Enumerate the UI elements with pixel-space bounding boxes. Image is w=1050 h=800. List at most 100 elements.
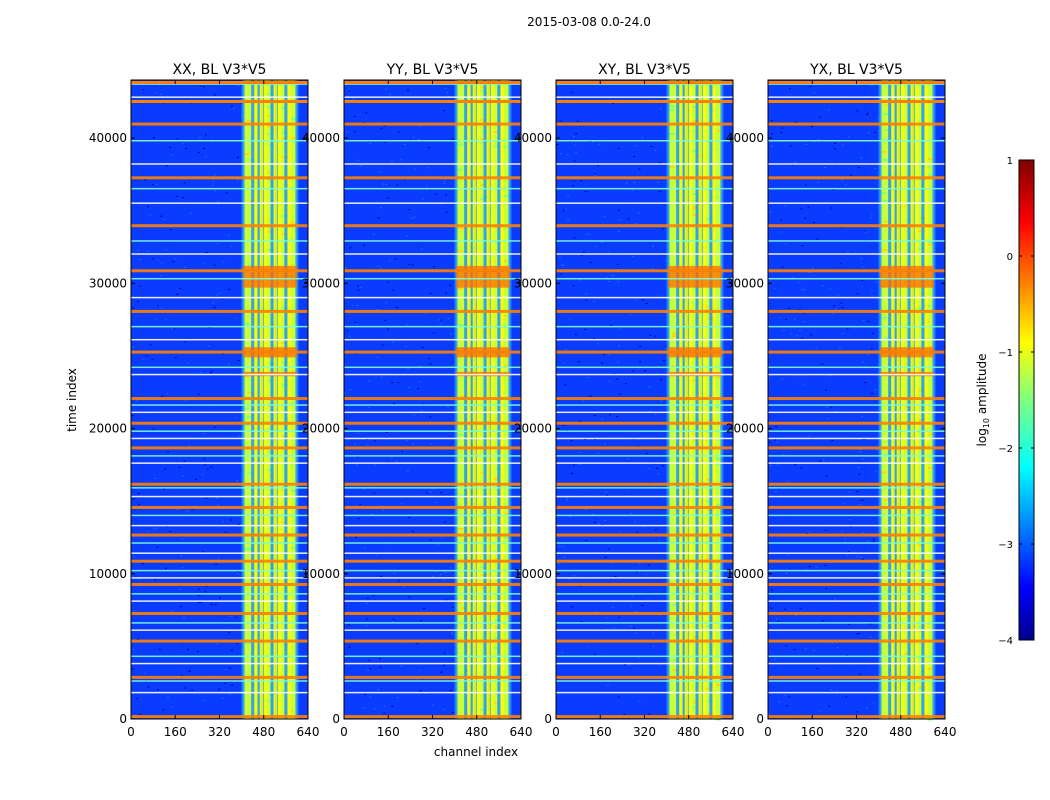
noise-speck [633, 627, 636, 629]
noise-speck [858, 167, 861, 169]
noise-speck [383, 141, 386, 143]
noise-speck [198, 393, 201, 395]
noise-speck [794, 464, 797, 466]
noise-speck [162, 709, 165, 711]
noise-speck [365, 112, 368, 114]
noise-speck [781, 378, 784, 380]
noise-speck [147, 686, 150, 688]
noise-speck [825, 588, 828, 589]
noise-speck [771, 133, 773, 135]
noise-speck [605, 617, 608, 619]
noise-speck [591, 513, 594, 515]
noise-speck [803, 321, 806, 323]
flagged-row [131, 593, 308, 595]
noise-speck [840, 302, 842, 304]
flagged-row [768, 505, 945, 509]
noise-speck [154, 478, 157, 479]
noise-speck [443, 652, 446, 654]
x-tick-label: 480 [889, 725, 912, 739]
noise-speck [170, 610, 173, 612]
noise-speck [804, 648, 807, 650]
flagged-row [131, 202, 308, 204]
noise-speck [348, 335, 351, 337]
noise-speck [601, 241, 604, 243]
noise-speck [136, 698, 139, 700]
band-texture [289, 117, 296, 120]
noise-speck [230, 519, 233, 521]
noise-speck [224, 682, 227, 684]
noise-speck [556, 144, 559, 145]
flagged-row [344, 514, 521, 517]
noise-speck [813, 141, 816, 143]
noise-speck [647, 468, 650, 469]
noise-speck [876, 449, 879, 451]
flagged-row [131, 139, 308, 142]
noise-speck [143, 179, 146, 181]
noise-speck [176, 293, 179, 295]
noise-speck [450, 333, 452, 335]
flagged-row [768, 600, 945, 602]
band-texture [692, 439, 699, 441]
noise-speck [831, 440, 834, 441]
flagged-row [344, 533, 521, 537]
noise-speck [213, 426, 216, 428]
noise-speck [601, 628, 604, 630]
band-texture [672, 604, 679, 606]
noise-speck [799, 375, 801, 377]
noise-speck [783, 694, 786, 696]
noise-speck [385, 432, 388, 433]
noise-speck [646, 452, 648, 454]
flagged-row [131, 176, 308, 180]
flagged-row [131, 163, 308, 165]
noise-speck [773, 659, 776, 661]
noise-speck [371, 513, 374, 515]
noise-speck [871, 332, 874, 334]
noise-speck [585, 233, 588, 235]
flagged-row [556, 404, 733, 406]
noise-speck [870, 636, 873, 638]
flagged-row [344, 411, 521, 414]
noise-speck [781, 266, 784, 268]
noise-speck [210, 370, 213, 372]
flagged-row [556, 96, 733, 98]
noise-speck [664, 713, 667, 715]
noise-speck [841, 144, 844, 146]
noise-speck [237, 573, 240, 575]
noise-speck [594, 245, 597, 247]
noise-speck [369, 142, 372, 144]
band-texture [493, 226, 500, 229]
band-texture [503, 512, 510, 515]
noise-speck [368, 407, 371, 408]
noise-speck [226, 192, 229, 194]
noise-speck [822, 620, 825, 622]
noise-speck [138, 503, 141, 505]
flagged-row [768, 139, 945, 142]
noise-speck [645, 574, 648, 576]
flagged-row [556, 611, 733, 615]
noise-speck [832, 189, 835, 191]
noise-speck [570, 91, 573, 93]
band-texture [502, 536, 509, 539]
flagged-row [344, 397, 521, 401]
y-tick-label: 30000 [726, 276, 764, 290]
band-texture [264, 665, 271, 668]
noise-speck [606, 685, 609, 687]
flagged-row [768, 277, 945, 280]
noise-speck [148, 412, 151, 414]
noise-speck [817, 139, 820, 141]
noise-speck [453, 364, 456, 366]
noise-speck [580, 621, 583, 623]
flagged-row [344, 139, 521, 142]
noise-speck [137, 638, 139, 640]
noise-speck [809, 86, 812, 87]
noise-speck [180, 555, 183, 557]
noise-speck [195, 478, 197, 480]
panel-xy: XY, BL V3*V5 0 160 320 480 640 0 10000 20000 3000… [514, 62, 745, 739]
noise-speck [617, 361, 619, 363]
flagged-row [344, 569, 521, 572]
band-texture [288, 221, 295, 224]
noise-speck [839, 263, 842, 265]
flagged-row [556, 691, 733, 694]
noise-speck [570, 606, 573, 608]
noise-speck [618, 617, 621, 618]
